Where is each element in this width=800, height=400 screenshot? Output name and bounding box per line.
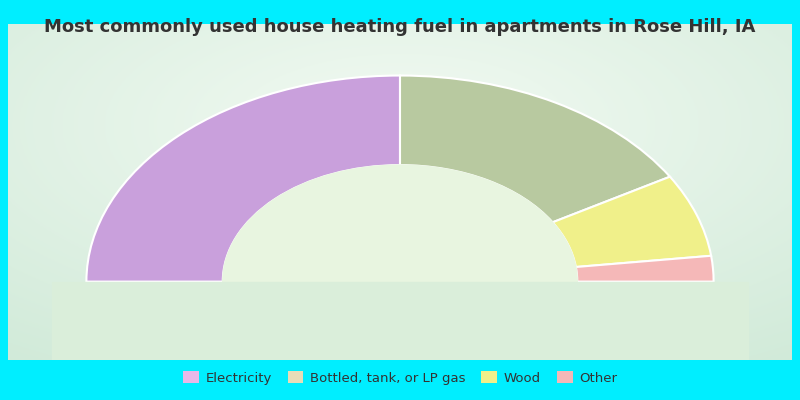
Text: Most commonly used house heating fuel in apartments in Rose Hill, IA: Most commonly used house heating fuel in… — [44, 18, 756, 36]
Wedge shape — [400, 76, 670, 222]
Wedge shape — [86, 76, 400, 282]
Legend: Electricity, Bottled, tank, or LP gas, Wood, Other: Electricity, Bottled, tank, or LP gas, W… — [183, 371, 617, 385]
Polygon shape — [52, 282, 748, 360]
Polygon shape — [222, 165, 578, 282]
Wedge shape — [553, 177, 711, 267]
Wedge shape — [576, 256, 714, 282]
